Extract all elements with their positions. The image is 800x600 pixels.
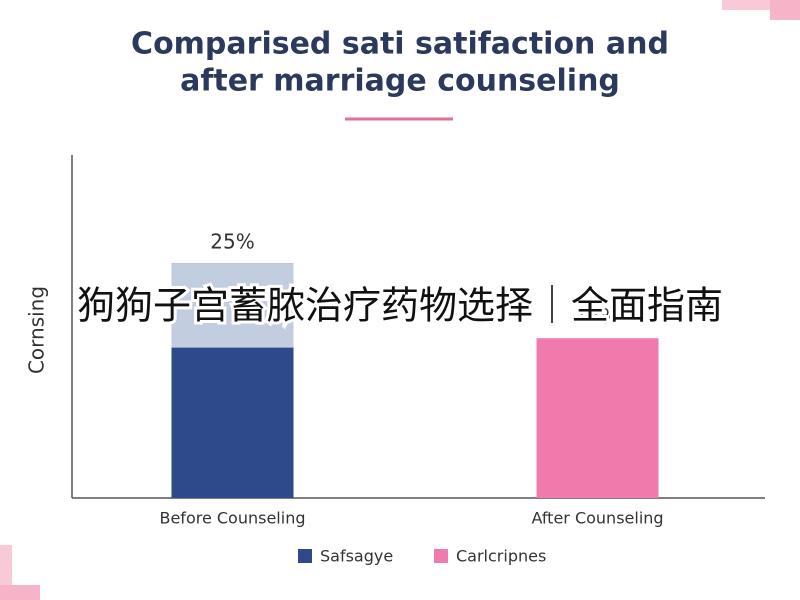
legend-swatch xyxy=(434,549,448,563)
legend-swatch xyxy=(298,549,312,563)
value-label: 17% xyxy=(575,305,619,329)
plot-area: Before Counseling 25% After Counseling 17% xyxy=(159,230,663,528)
x-tick-label: Before Counseling xyxy=(159,509,305,528)
value-label: 25% xyxy=(210,230,254,254)
chart-title-line: Comparised sati satifaction and xyxy=(131,27,669,62)
overlay-text: 狗狗子宫蓄脓治疗药物选择｜全面指南 xyxy=(77,284,723,328)
legend-label: Safsagye xyxy=(320,547,393,566)
decoration xyxy=(770,0,800,20)
decoration xyxy=(722,0,800,10)
bar xyxy=(536,338,659,498)
y-axis-label: Cornsing xyxy=(25,286,49,374)
bar-highlight xyxy=(171,263,294,348)
x-tick-label: After Counseling xyxy=(531,509,663,528)
decoration xyxy=(0,585,40,600)
chart-title-line: after marriage counseling xyxy=(180,64,620,99)
legend-label: Carlcripnes xyxy=(456,547,546,566)
